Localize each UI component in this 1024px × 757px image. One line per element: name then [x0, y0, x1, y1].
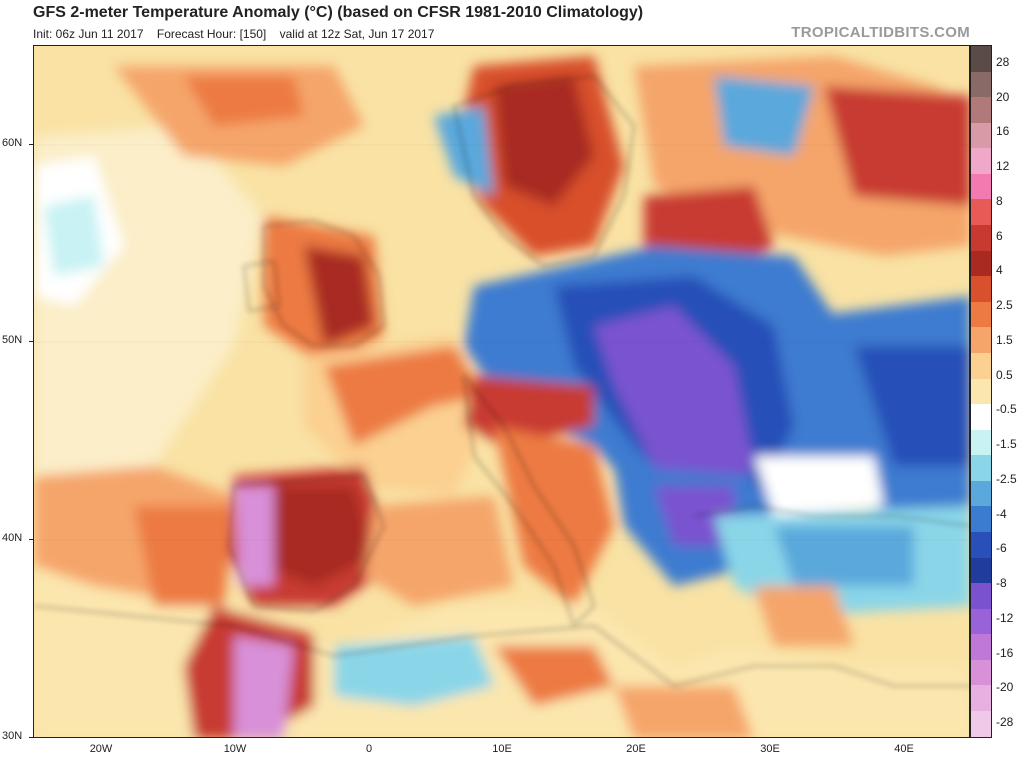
colorbar-cell	[971, 276, 991, 302]
colorbar-cell	[971, 685, 991, 712]
colorbar-label: -20	[996, 680, 1014, 695]
colorbar-label: -2.5	[996, 471, 1017, 486]
colorbar-cell	[971, 583, 991, 609]
lat-tick	[29, 341, 33, 342]
init-time: Init: 06z Jun 11 2017	[33, 27, 144, 41]
colorbar-label: 4	[996, 263, 1003, 278]
colorbar-cell	[971, 148, 991, 174]
colorbar-cell	[971, 557, 991, 584]
anomaly-field	[34, 56, 969, 737]
lon-label-0: 0	[365, 743, 373, 755]
colorbar-label: -4	[996, 506, 1007, 521]
forecast-hour: Forecast Hour: [150]	[156, 27, 267, 41]
colorbar-cell	[971, 634, 991, 660]
lat-label-60n: 60N	[2, 137, 23, 149]
colorbar-cell	[971, 480, 991, 507]
map-subtitle: Init: 06z Jun 11 2017 Forecast Hour: [15…	[33, 27, 444, 41]
lon-label-10w: 10W	[223, 743, 247, 755]
colorbar-label: 20	[996, 89, 1010, 104]
lat-tick	[29, 539, 33, 540]
valid-time: valid at 12z Sat, Jun 17 2017	[279, 27, 435, 41]
graticule	[34, 144, 969, 541]
colorbar-label: 2.5	[996, 298, 1013, 313]
colorbar-cell	[971, 173, 991, 200]
colorbar-label: 0.5	[996, 367, 1013, 382]
colorbar	[970, 45, 992, 738]
colorbar-cell	[971, 71, 991, 98]
colorbar-cell	[971, 711, 991, 737]
colorbar-cell	[971, 225, 991, 251]
lat-label-30n: 30N	[2, 730, 23, 742]
colorbar-cell	[971, 659, 991, 686]
colorbar-label: 28	[996, 55, 1010, 69]
colorbar-label: 6	[996, 228, 1003, 243]
colorbar-cell	[971, 46, 991, 72]
map-title: GFS 2-meter Temperature Anomaly (°C) (ba…	[33, 4, 644, 21]
lat-tick	[29, 144, 33, 145]
colorbar-label: 12	[996, 159, 1010, 174]
anomaly-map	[33, 45, 970, 738]
colorbar-cell	[971, 531, 991, 558]
colorbar-label: -0.5	[996, 402, 1017, 417]
lat-label-50n: 50N	[2, 334, 23, 346]
colorbar-cell	[971, 608, 991, 635]
coastlines	[34, 75, 969, 687]
lon-label-30e: 30E	[760, 743, 780, 755]
colorbar-cell	[971, 97, 991, 123]
colorbar-label: -8	[996, 576, 1007, 591]
colorbar-cell	[971, 455, 991, 481]
colorbar-label: -1.5	[996, 437, 1017, 452]
colorbar-cell	[971, 250, 991, 277]
colorbar-label: 8	[996, 193, 1003, 208]
colorbar-cell	[971, 122, 991, 149]
colorbar-cell	[971, 378, 991, 405]
anomaly-map-svg	[34, 46, 969, 737]
colorbar-label: 16	[996, 124, 1010, 139]
colorbar-cell	[971, 301, 991, 328]
colorbar-cell	[971, 199, 991, 226]
lon-label-20e: 20E	[626, 743, 646, 755]
lon-label-40e: 40E	[894, 743, 914, 755]
colorbar-label: -6	[996, 541, 1007, 556]
colorbar-cell	[971, 404, 991, 430]
lat-label-40n: 40N	[2, 532, 23, 544]
colorbar-label: -16	[996, 645, 1014, 660]
colorbar-cell	[971, 429, 991, 456]
lat-tick	[29, 737, 33, 738]
brand-watermark: TROPICALTIDBITS.COM	[791, 24, 970, 41]
colorbar-label: 1.5	[996, 332, 1013, 347]
lon-label-20w: 20W	[89, 743, 113, 755]
colorbar-cell	[971, 506, 991, 532]
colorbar-cell	[971, 352, 991, 379]
colorbar-labels: 28 20 16 12 8 6 4 2.5 1.5 0.5 -0.5 -1.5 -2.5 -4 -6 -8 -1…	[996, 45, 1024, 738]
colorbar-cell	[971, 327, 991, 353]
colorbar-label: -12	[996, 610, 1014, 625]
lon-label-10e: 10E	[492, 743, 512, 755]
colorbar-label: -28	[996, 715, 1014, 729]
